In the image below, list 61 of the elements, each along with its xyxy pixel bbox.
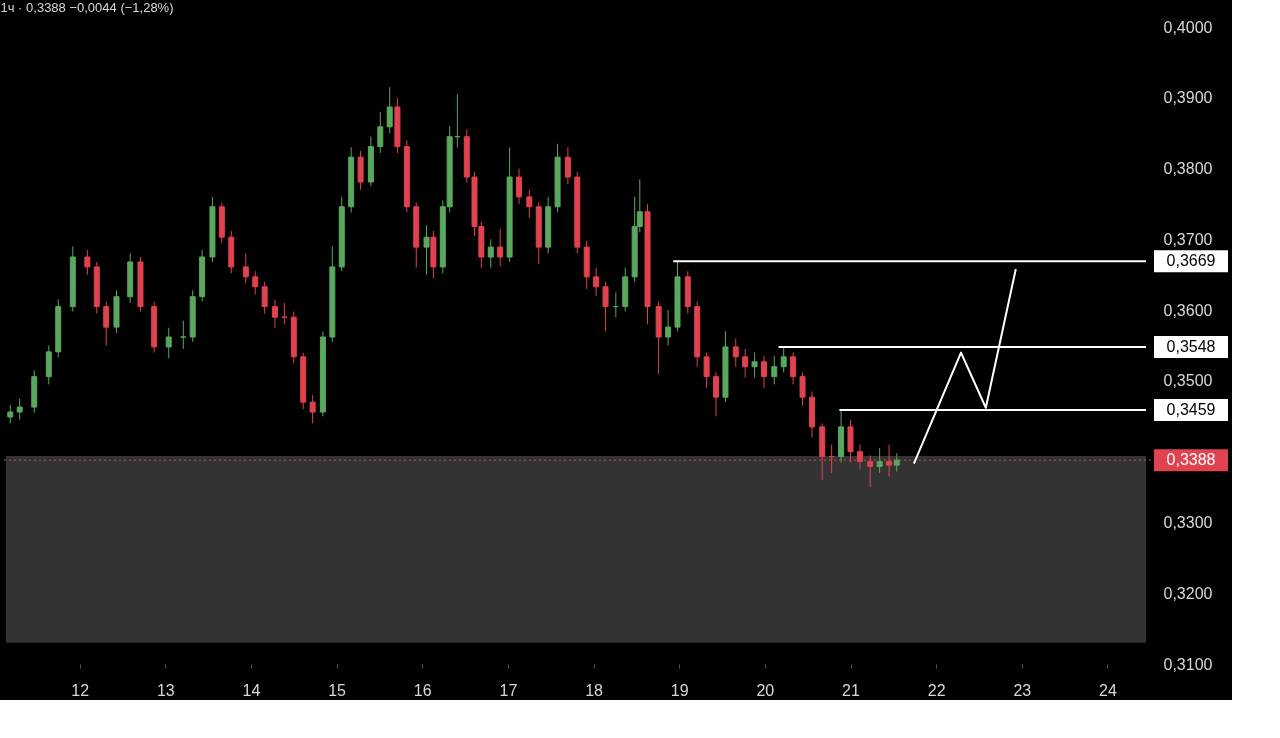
x-tick-label: 13	[156, 681, 175, 699]
candlestick	[103, 301, 110, 346]
candlestick	[761, 355, 767, 389]
x-tick-label: 22	[927, 681, 946, 699]
candlestick	[165, 327, 172, 359]
y-tick-label: 0,3700	[1163, 230, 1213, 248]
x-tick-label: 24	[1099, 681, 1117, 699]
x-tick-label: 14	[242, 681, 261, 699]
candlestick	[423, 224, 430, 276]
chart-title: 1ч · 0,3388 −0,0044 (−1,28%)	[0, 0, 174, 15]
x-tick-label: 21	[842, 681, 861, 699]
ref-line-label: 0,3388	[1166, 451, 1216, 469]
y-tick-label: 0,3300	[1163, 513, 1213, 531]
candlestick	[732, 337, 739, 368]
x-tick-label: 12	[71, 681, 90, 699]
candlestick	[564, 146, 571, 185]
candlestick	[386, 86, 393, 134]
y-tick-label: 0,3800	[1163, 160, 1213, 178]
candlestick	[703, 352, 710, 389]
candlestick	[593, 267, 600, 297]
data-label: 0,3548	[1166, 337, 1216, 355]
candlestick	[780, 346, 787, 373]
candlestick	[252, 270, 259, 296]
candlestick	[665, 309, 672, 346]
candlestick	[84, 249, 91, 276]
x-tick-label: 19	[670, 681, 689, 699]
candlestick	[790, 352, 797, 385]
candlestick	[742, 348, 749, 378]
candlestick	[799, 371, 806, 407]
x-tick-label: 20	[756, 681, 775, 699]
y-tick-label: 0,3600	[1163, 301, 1213, 319]
candlestick	[876, 447, 883, 474]
x-tick-label: 17	[499, 681, 518, 699]
candlestick	[377, 111, 384, 154]
candlestick	[261, 281, 268, 315]
candlestick	[516, 168, 523, 205]
candlestick	[893, 452, 900, 472]
x-tick-label: 18	[585, 681, 604, 699]
y-tick-label: 0,3100	[1163, 655, 1213, 673]
candlestick	[180, 320, 187, 350]
candlestick	[751, 352, 758, 378]
x-tick-label: 16	[413, 681, 432, 699]
candlestick	[271, 298, 278, 329]
y-tick-label: 0,3200	[1163, 584, 1213, 602]
y-tick-label: 0,3900	[1163, 89, 1213, 107]
candlestick	[309, 394, 316, 424]
candlestick	[713, 371, 720, 417]
candlestick	[771, 355, 778, 385]
candlestick	[7, 404, 14, 424]
data-label: 0,3669	[1166, 252, 1216, 270]
candlestick	[602, 281, 609, 332]
x-tick-label: 23	[1013, 681, 1032, 699]
candlestick	[16, 398, 23, 421]
data-label: 0,3459	[1166, 400, 1216, 418]
candlestick	[497, 228, 504, 267]
candlestick	[526, 189, 533, 219]
x-tick-label: 15	[328, 681, 347, 699]
y-tick-label: 0,4000	[1163, 18, 1213, 36]
y-tick-label: 0,3500	[1163, 372, 1213, 390]
candlestick	[487, 238, 494, 269]
candlestick	[242, 252, 249, 284]
